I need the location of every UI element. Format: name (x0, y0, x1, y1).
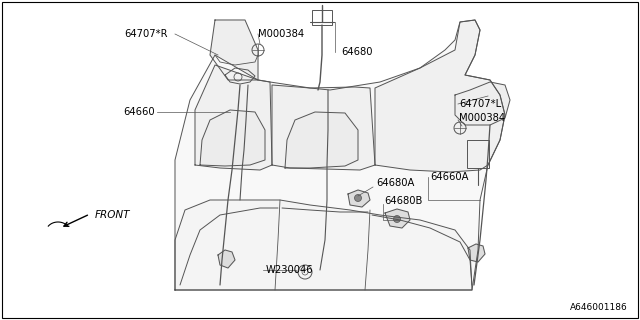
Text: 64680: 64680 (341, 47, 372, 57)
Text: 64660A: 64660A (430, 172, 468, 182)
Bar (467, 140, 489, 168)
Polygon shape (218, 250, 235, 268)
Text: 64707*L: 64707*L (459, 99, 501, 109)
Text: A646001186: A646001186 (570, 303, 628, 313)
Polygon shape (195, 65, 272, 170)
Text: 64660: 64660 (124, 107, 155, 117)
Polygon shape (272, 85, 375, 170)
Circle shape (394, 215, 401, 222)
Polygon shape (210, 20, 258, 80)
Text: M000384: M000384 (459, 113, 505, 123)
Polygon shape (385, 209, 410, 228)
Text: FRONT: FRONT (95, 210, 131, 220)
Bar (312, 10, 332, 25)
Text: W230046: W230046 (266, 265, 314, 275)
Polygon shape (375, 20, 505, 172)
Text: 64707*R: 64707*R (125, 29, 168, 39)
Text: M000384: M000384 (258, 29, 304, 39)
Polygon shape (175, 200, 472, 290)
Polygon shape (285, 112, 358, 168)
Text: 64680B: 64680B (384, 196, 422, 206)
Polygon shape (200, 110, 265, 166)
Polygon shape (455, 82, 510, 125)
Circle shape (355, 195, 362, 202)
Polygon shape (468, 244, 485, 262)
Polygon shape (175, 20, 505, 290)
Polygon shape (348, 190, 370, 207)
Text: 64680A: 64680A (376, 178, 414, 188)
